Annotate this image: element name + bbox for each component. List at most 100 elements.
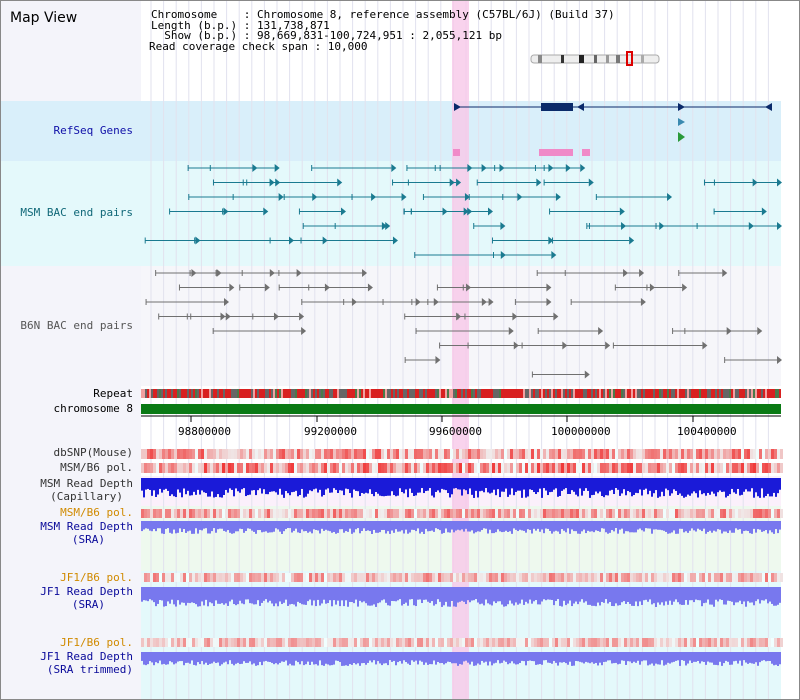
- repeat-bar: [511, 389, 513, 398]
- polymorphism-cell: [480, 463, 483, 473]
- repeat-bar: [605, 389, 607, 398]
- read-depth-bar: [231, 587, 233, 600]
- read-depth-bar: [779, 652, 781, 665]
- read-depth-bar: [265, 521, 267, 532]
- track-label-msm-bac[interactable]: MSM BAC end pairs: [20, 206, 133, 219]
- polymorphism-cell: [303, 638, 306, 647]
- read-depth-bar: [647, 478, 649, 495]
- read-depth-bar: [555, 587, 557, 602]
- read-depth-bar: [431, 478, 433, 496]
- polymorphism-cell: [291, 449, 294, 459]
- read-depth-bar: [281, 521, 283, 534]
- read-depth-bar: [321, 587, 323, 604]
- polymorphism-cell: [723, 463, 726, 473]
- polymorphism-cell: [711, 463, 714, 473]
- polymorphism-cell: [417, 573, 420, 582]
- bac-end-arrow: [580, 164, 586, 172]
- read-depth-bar: [713, 478, 715, 494]
- read-depth-bar: [551, 587, 553, 600]
- read-depth-bar: [191, 652, 193, 661]
- polymorphism-cell: [723, 449, 726, 459]
- read-depth-bar: [209, 652, 211, 664]
- polymorphism-cell: [243, 573, 246, 582]
- gene-arrow: [678, 118, 685, 126]
- polymorphism-cell: [543, 509, 546, 518]
- read-depth-bar: [771, 652, 773, 664]
- read-depth-bar: [245, 652, 247, 663]
- repeat-bar: [259, 389, 261, 398]
- polymorphism-cell: [591, 638, 594, 647]
- read-depth-bar: [257, 652, 259, 666]
- bac-end-arrow: [301, 327, 307, 335]
- polymorphism-cell: [273, 449, 276, 459]
- repeat-bar: [185, 389, 187, 398]
- polymorphism-cell: [372, 638, 375, 647]
- polymorphism-cell: [414, 449, 417, 459]
- read-depth-bar: [725, 652, 727, 661]
- polymorphism-cell: [549, 573, 552, 582]
- polymorphism-cell: [585, 573, 588, 582]
- repeat-bar: [413, 389, 415, 398]
- read-depth-bar: [497, 521, 499, 530]
- read-depth-bar: [547, 652, 549, 663]
- read-depth-bar: [627, 521, 629, 532]
- repeat-bar: [321, 389, 323, 398]
- polymorphism-cell: [267, 463, 270, 473]
- read-depth-bar: [349, 587, 351, 602]
- read-depth-bar: [317, 652, 319, 666]
- read-depth-bar: [763, 587, 765, 601]
- track-label-refseq[interactable]: RefSeq Genes: [53, 124, 133, 137]
- polymorphism-cell: [654, 638, 657, 647]
- polymorphism-cell: [741, 509, 744, 518]
- read-depth-bar: [499, 478, 501, 498]
- polymorphism-cell: [477, 463, 480, 473]
- polymorphism-cell: [627, 449, 630, 459]
- read-depth-bar: [739, 478, 741, 496]
- polymorphism-cell: [165, 463, 168, 473]
- read-depth-bar: [181, 521, 183, 532]
- read-depth-bar: [701, 587, 703, 607]
- read-depth-bar: [469, 587, 471, 603]
- read-depth-bar: [773, 587, 775, 606]
- repeat-bar: [487, 389, 489, 398]
- repeat-bar: [775, 389, 777, 398]
- read-depth-bar: [399, 652, 401, 662]
- read-depth-bar: [627, 587, 629, 602]
- read-depth-bar: [333, 521, 335, 532]
- read-depth-bar: [377, 521, 379, 533]
- polymorphism-cell: [711, 449, 714, 459]
- read-depth-bar: [699, 478, 701, 491]
- polymorphism-cell: [180, 573, 183, 582]
- polymorphism-cell: [618, 449, 621, 459]
- repeat-bar: [391, 389, 393, 398]
- read-depth-bar: [535, 652, 537, 665]
- read-depth-bar: [371, 587, 373, 606]
- track-label-msm-pol: MSM/B6 pol.: [60, 461, 133, 474]
- polymorphism-cell: [315, 638, 318, 647]
- polymorphism-cell: [282, 463, 285, 473]
- track-label-b6n-bac[interactable]: B6N BAC end pairs: [20, 319, 133, 332]
- repeat-bar: [589, 389, 591, 398]
- polymorphism-cell: [666, 573, 669, 582]
- read-depth-bar: [257, 521, 259, 531]
- read-depth-bar: [445, 652, 447, 664]
- read-depth-bar: [587, 652, 589, 663]
- polymorphism-cell: [573, 638, 576, 647]
- repeat-bar: [525, 389, 527, 398]
- polymorphism-cell: [681, 463, 684, 473]
- bac-end-arrow: [777, 356, 782, 364]
- polymorphism-cell: [651, 573, 654, 582]
- polymorphism-cell: [456, 463, 459, 473]
- polymorphism-cell: [774, 509, 777, 518]
- read-depth-bar: [557, 652, 559, 666]
- polymorphism-cell: [366, 638, 369, 647]
- polymorphism-cell: [318, 573, 321, 582]
- read-depth-bar: [173, 587, 175, 605]
- polymorphism-cell: [396, 449, 399, 459]
- polymorphism-cell: [381, 573, 384, 582]
- polymorphism-cell: [351, 638, 354, 647]
- read-depth-bar: [749, 521, 751, 534]
- read-depth-bar: [153, 652, 155, 666]
- polymorphism-cell: [567, 509, 570, 518]
